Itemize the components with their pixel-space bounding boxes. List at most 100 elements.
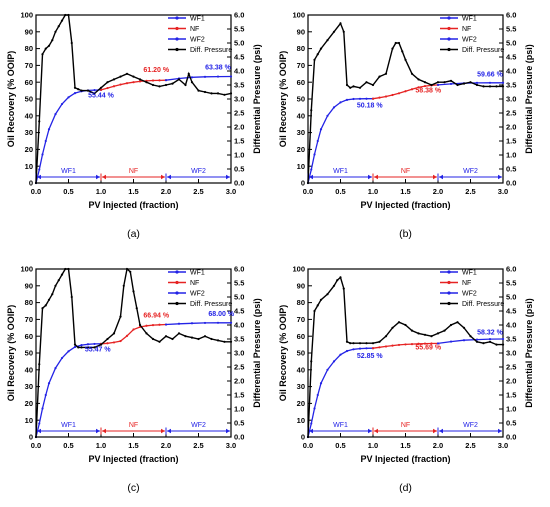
data-point <box>138 78 142 81</box>
x-tick-label: 1.5 <box>400 187 410 196</box>
data-point <box>67 350 70 353</box>
data-point <box>106 86 109 90</box>
data-label: 52.85 % <box>357 353 383 360</box>
data-point <box>177 332 181 335</box>
y-axis-title: Oil Recovery (% OOIP) <box>278 305 288 402</box>
y-tick-label: 100 <box>20 265 33 274</box>
phase-arrow-head <box>37 174 41 180</box>
data-point <box>423 81 427 84</box>
data-point <box>316 139 319 143</box>
y2-tick-label: 5.0 <box>234 293 244 302</box>
phase-label: WF1 <box>61 168 76 175</box>
y2-tick-label: 4.5 <box>234 53 244 62</box>
data-point <box>190 336 194 339</box>
data-point <box>332 360 336 363</box>
data-point <box>51 293 54 296</box>
data-point <box>410 88 414 91</box>
data-point <box>397 92 401 95</box>
y-tick-label: 10 <box>25 162 33 171</box>
data-point <box>462 326 466 329</box>
legend-label: Diff. Pressure <box>190 301 232 308</box>
data-point <box>501 343 505 346</box>
x-axis-title: PV Injected (fraction) <box>360 200 450 210</box>
y2-tick-label: 5.5 <box>234 279 244 288</box>
data-point <box>129 270 132 273</box>
x-axis-title: PV Injected (fraction) <box>88 200 178 210</box>
data-point <box>501 81 505 84</box>
y2-axis-title: Differential Pressure (psi) <box>524 298 534 408</box>
phase-label: WF1 <box>61 422 76 429</box>
data-point <box>404 58 407 61</box>
y2-axis-title: Differential Pressure (psi) <box>524 44 534 154</box>
data-point <box>436 332 440 335</box>
y2-tick-label: 4.0 <box>234 67 244 76</box>
chart-panel: 0.0 0.5 1.0 1.5 2.0 2.5 3.0 0 10 20 30 40 50 60 70 80 90… <box>6 265 262 494</box>
phase-label: NF <box>129 168 138 175</box>
data-point <box>177 78 181 81</box>
data-point <box>316 393 319 397</box>
data-point <box>417 86 420 89</box>
phase-arrow-head <box>374 174 378 180</box>
y2-tick-label: 6.0 <box>506 265 516 274</box>
y-tick-label: 80 <box>297 298 305 307</box>
data-point <box>358 97 362 100</box>
series-line <box>165 322 231 326</box>
data-point <box>145 332 148 335</box>
data-point <box>47 44 51 47</box>
data-point <box>319 298 323 301</box>
y-tick-label: 50 <box>25 349 33 358</box>
data-point <box>443 81 446 84</box>
legend-marker <box>175 37 179 41</box>
data-label: 66.94 % <box>143 313 169 320</box>
data-point <box>112 85 116 88</box>
data-point <box>135 307 138 310</box>
x-tick-label: 1.0 <box>368 187 378 196</box>
y-tick-label: 80 <box>297 44 305 53</box>
data-point <box>449 323 453 327</box>
y-tick-label: 40 <box>297 365 305 374</box>
phase-arrow-head <box>374 428 378 434</box>
data-point <box>164 335 168 338</box>
data-point <box>339 353 342 356</box>
data-point <box>47 128 51 131</box>
data-point <box>430 83 433 87</box>
data-point <box>125 72 129 75</box>
data-point <box>229 340 233 343</box>
data-point <box>319 47 323 50</box>
legend-label: WF2 <box>190 291 205 298</box>
data-point <box>93 88 96 92</box>
series-line <box>165 75 232 81</box>
data-point <box>77 346 80 349</box>
data-point <box>313 58 316 61</box>
data-point <box>38 363 41 366</box>
y2-tick-label: 3.5 <box>234 335 244 344</box>
y-tick-label: 50 <box>25 95 33 104</box>
data-point <box>310 360 313 363</box>
y2-tick-label: 1.5 <box>506 391 516 400</box>
data-point <box>216 92 220 95</box>
data-label: 68.00 % <box>208 311 234 318</box>
data-point <box>44 393 47 397</box>
y-tick-label: 0 <box>301 433 305 442</box>
data-point <box>44 139 47 143</box>
data-point <box>77 88 80 91</box>
data-point <box>86 89 90 92</box>
data-point <box>501 337 505 341</box>
data-point <box>203 335 207 338</box>
x-tick-label: 0.0 <box>303 441 313 450</box>
data-point <box>391 326 394 329</box>
phase-arrow-head <box>102 428 106 434</box>
data-point <box>190 76 194 79</box>
legend-label: WF1 <box>190 16 205 23</box>
data-point <box>119 339 122 343</box>
data-point <box>138 323 142 327</box>
data-point <box>184 83 187 87</box>
phase-label: NF <box>401 422 410 429</box>
data-point <box>158 340 161 343</box>
x-tick-label: 1.0 <box>96 187 106 196</box>
legend-marker <box>175 26 179 31</box>
data-point <box>342 30 345 33</box>
y-tick-label: 70 <box>297 315 305 324</box>
x-tick-label: 2.5 <box>193 187 203 196</box>
data-point <box>488 85 492 88</box>
